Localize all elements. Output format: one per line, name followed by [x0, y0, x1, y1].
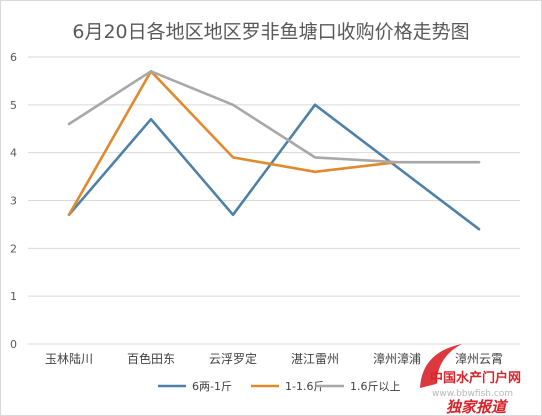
- x-category-label: 湛江雷州: [291, 352, 339, 366]
- y-tick-label: 0: [10, 338, 17, 351]
- chart-title: 6月20日各地区地区罗非鱼塘口收购价格走势图: [72, 21, 469, 43]
- legend-label: 1.6斤以上: [350, 380, 401, 393]
- y-tick-label: 5: [10, 99, 17, 112]
- watermark-url: www.bbwfish.com: [432, 389, 513, 399]
- legend: 6两-1斤 1-1.6斤 1.6斤以上: [158, 380, 401, 393]
- x-category-label: 漳州云霄: [455, 351, 503, 366]
- y-tick-label: 4: [10, 147, 17, 160]
- series-lines: [67, 70, 481, 231]
- watermark-swoosh-icon: [420, 344, 462, 388]
- y-axis-ticks: 0 1 2 3 4 5 6: [10, 51, 17, 351]
- x-category-label: 云浮罗定: [209, 351, 257, 366]
- series-line: [67, 70, 481, 164]
- legend-label: 1-1.6斤: [285, 380, 324, 393]
- y-tick-label: 1: [10, 290, 17, 303]
- series-line: [67, 103, 481, 231]
- watermark: 中国水产门户网 www.bbwfish.com 独家报道: [420, 344, 521, 416]
- x-axis-categories: 玉林陆川 百色田东 云浮罗定 湛江雷州 漳州漳浦 漳州云霄: [45, 351, 503, 366]
- x-category-label: 漳州漳浦: [373, 351, 421, 366]
- x-category-label: 百色田东: [127, 352, 175, 366]
- y-tick-label: 6: [10, 51, 17, 64]
- series-line: [67, 70, 399, 217]
- x-category-label: 玉林陆川: [45, 351, 93, 366]
- gridlines: [28, 56, 520, 345]
- y-tick-label: 2: [10, 242, 17, 255]
- y-tick-label: 3: [10, 195, 17, 208]
- watermark-tag: 独家报道: [446, 398, 509, 416]
- watermark-brand: 中国水产门户网: [430, 370, 521, 386]
- legend-label: 6两-1斤: [192, 380, 232, 393]
